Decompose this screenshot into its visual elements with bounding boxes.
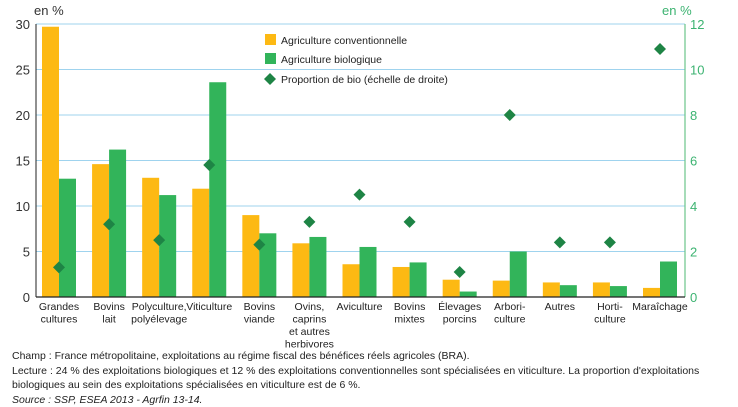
x-tick-label: Horti- [597,301,623,313]
legend-label-conventionnelle: Agriculture conventionnelle [281,35,407,47]
x-tick-label: Bovins [394,301,426,313]
point-proportion-bio [403,215,416,228]
x-tick-label: Grandes [39,301,79,313]
point-proportion-bio [453,265,466,278]
point-proportion-bio [654,43,666,56]
y-tick-left: 30 [16,17,30,32]
bar-conventionnelle [142,177,160,297]
x-tick-label: Aviculture [337,301,383,313]
point-proportion-bio [53,261,65,274]
y-axis-label-right: en % [662,3,692,18]
x-tick-label: mixtes [394,314,424,326]
bar-biologique [309,236,327,297]
y-tick-left: 25 [16,63,30,78]
bar-conventionnelle [442,279,460,297]
y-tick-right: 0 [690,290,697,305]
bar-biologique [59,178,76,297]
x-tick-label: polyélevage [131,314,187,326]
x-tick-label: Bovins [244,301,276,313]
x-tick-label: cultures [41,314,78,326]
bar-biologique [409,262,427,297]
y-tick-right: 8 [690,108,697,123]
x-tick-label: culture [594,314,626,326]
x-tick-label: Maraîchage [632,301,688,313]
bar-biologique [459,291,477,297]
bar-biologique [660,261,677,297]
y-tick-right: 10 [690,63,704,78]
x-tick-label: viande [244,314,275,326]
bar-conventionnelle [592,282,610,297]
point-proportion-bio [103,218,116,231]
bar-conventionnelle [292,243,310,297]
x-tick-label: Autres [545,301,575,313]
bar-conventionnelle [192,188,210,297]
bar-biologique [359,246,377,297]
bar-biologique [109,149,127,297]
y-tick-right: 2 [690,245,697,260]
legend-swatch-conventionnelle [265,34,276,45]
bar-biologique [509,251,527,297]
bar-conventionnelle [492,280,510,297]
y-tick-left: 20 [16,108,30,123]
x-tick-label: porcins [443,314,477,326]
legend-label-proportion: Proportion de bio (échelle de droite) [281,74,448,86]
x-tick-label: culture [494,314,526,326]
x-tick-label: Arbori- [494,301,526,313]
note-lecture: Lecture : 24 % des exploitations biologi… [12,364,700,392]
legend-marker-proportion [264,73,276,85]
x-tick-label: Élevages [438,300,481,313]
bar-biologique [159,195,177,297]
bar-conventionnelle [342,264,360,297]
bar-biologique [259,233,277,297]
y-tick-left: 5 [23,245,30,260]
y-tick-right: 4 [690,199,697,214]
bar-conventionnelle [92,164,110,297]
x-tick-label: et autres [289,326,330,338]
point-proportion-bio [203,159,216,172]
point-proportion-bio [253,238,266,251]
legend-label-biologique: Agriculture biologique [281,54,382,66]
bar-conventionnelle [643,287,660,297]
point-proportion-bio [353,188,366,201]
y-tick-left: 0 [23,290,30,305]
x-tick-label: herbivores [285,339,334,351]
x-tick-label: Bovins [93,301,125,313]
y-tick-left: 15 [16,154,30,169]
chart-notes: Champ : France métropolitaine, exploitat… [12,349,732,407]
x-tick-label: lait [102,314,116,326]
bar-biologique [209,82,227,298]
y-tick-right: 6 [690,154,697,169]
x-tick-label: Viticulture [186,301,232,313]
point-proportion-bio [153,234,166,247]
legend-swatch-biologique [265,53,276,64]
note-source: Source : SSP, ESEA 2013 - Agrfin 13-14. [12,393,203,406]
x-tick-label: caprins [292,314,326,326]
x-tick-label: Polyculture, [132,301,187,313]
bar-conventionnelle [392,266,410,297]
bar-conventionnelle [542,282,560,297]
point-proportion-bio [603,236,616,249]
note-champ: Champ : France métropolitaine, exploitat… [12,350,470,362]
y-tick-right: 12 [690,17,704,32]
x-tick-label: Ovins, [295,301,325,313]
y-tick-left: 10 [16,199,30,214]
bar-conventionnelle [242,215,260,297]
point-proportion-bio [503,109,516,121]
y-axis-label-left: en % [34,3,64,18]
bar-biologique [609,286,627,297]
point-proportion-bio [553,236,566,249]
point-proportion-bio [303,215,316,228]
bar-conventionnelle [42,26,59,297]
bar-biologique [559,285,577,297]
